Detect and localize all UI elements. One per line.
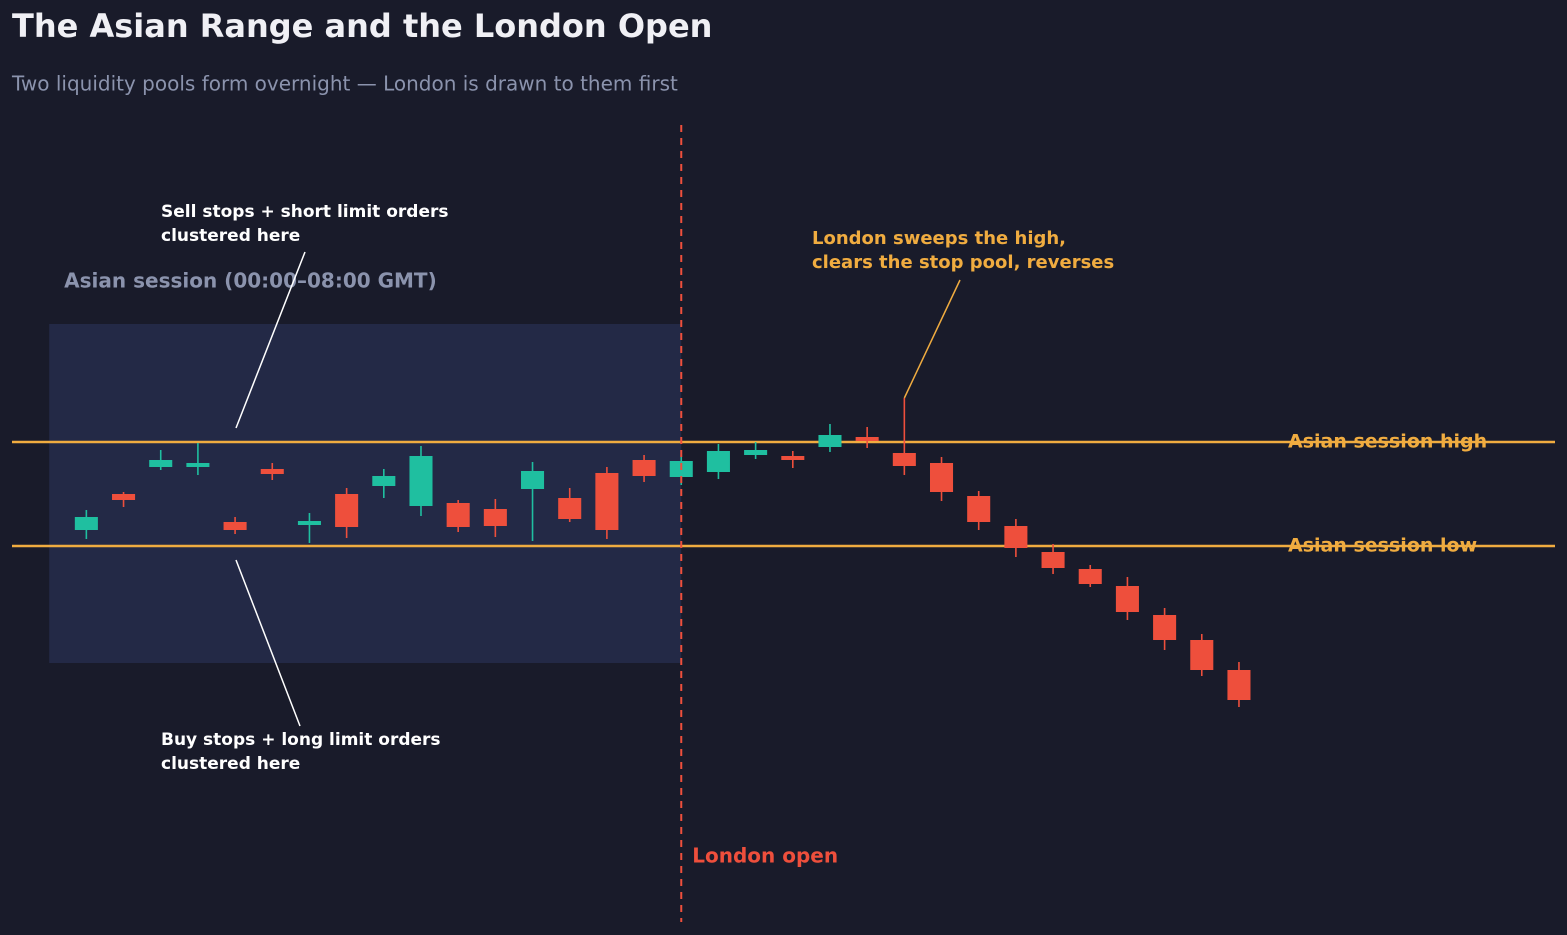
annotation-arrow <box>235 251 306 429</box>
candle-body <box>1153 615 1177 640</box>
candle-body <box>521 471 545 489</box>
candle-body <box>1078 569 1102 584</box>
candle-body <box>483 509 507 526</box>
annotation-text: Buy stops + long limit orders <box>161 730 441 750</box>
candle-body <box>186 463 210 467</box>
candle-body <box>149 460 173 467</box>
candle-body <box>409 456 433 506</box>
candle-body <box>558 498 582 519</box>
candle-body <box>1115 586 1139 612</box>
candle-body <box>335 494 359 527</box>
candle-body <box>223 522 247 530</box>
annotation-text: clears the stop pool, reverses <box>812 252 1114 273</box>
candle-body <box>1004 526 1028 548</box>
london-open-label: London open <box>692 844 838 868</box>
candle-body <box>818 435 842 447</box>
chart-subtitle: Two liquidity pools form overnight — Lon… <box>11 72 678 96</box>
candle-body <box>260 469 284 474</box>
candle-body <box>929 463 954 492</box>
candle-body <box>297 521 321 525</box>
annotation-text: clustered here <box>161 226 300 246</box>
annotation-text: London sweeps the high, <box>812 228 1066 249</box>
candle-body <box>744 450 768 455</box>
chart-title: The Asian Range and the London Open <box>12 7 712 45</box>
level-label: Asian session high <box>1288 431 1487 453</box>
candle-body <box>372 476 396 486</box>
candle-body <box>1041 552 1065 568</box>
annotation-text: clustered here <box>161 754 300 774</box>
candle-body <box>892 453 916 466</box>
annotation-arrow <box>235 559 301 727</box>
candle-body <box>855 437 879 441</box>
candle-body <box>632 460 656 476</box>
session-box <box>49 324 682 663</box>
candle-body <box>706 451 730 472</box>
candle-body <box>595 473 619 530</box>
session-label: Asian session (00:00–08:00 GMT) <box>64 269 437 293</box>
candle-body <box>1190 640 1214 670</box>
candle-body <box>74 517 98 530</box>
candle-body <box>1227 670 1251 700</box>
candle-body <box>112 494 136 500</box>
candle-body <box>446 503 470 527</box>
level-label: Asian session low <box>1288 535 1477 557</box>
annotation-arrow <box>903 279 961 399</box>
candle-body <box>967 496 991 522</box>
annotation-text: Sell stops + short limit orders <box>161 202 448 222</box>
candle-body <box>781 456 805 460</box>
